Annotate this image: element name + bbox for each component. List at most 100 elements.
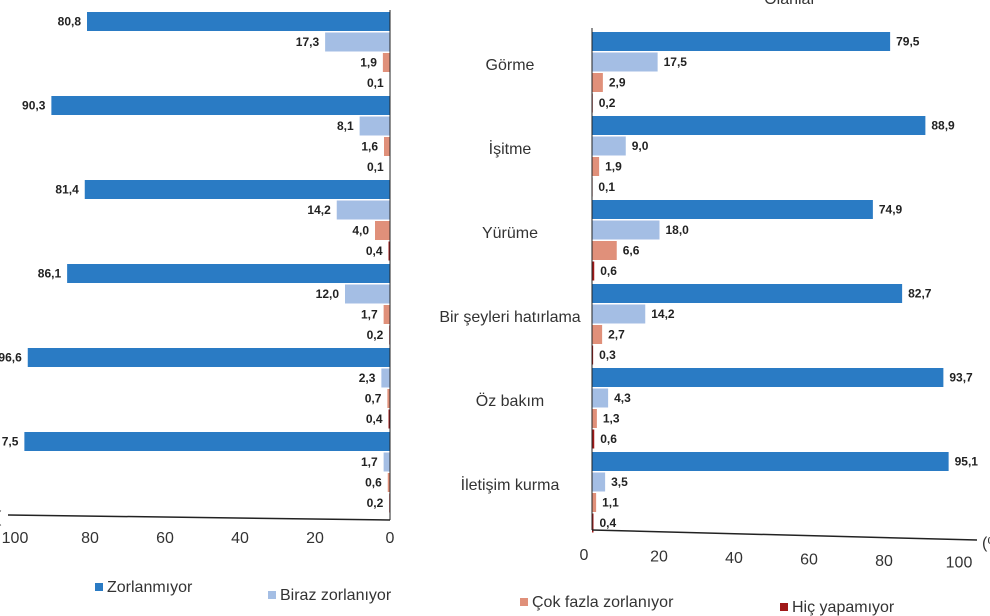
left-data-label: 0,4	[366, 412, 383, 426]
right-bar-2-5	[592, 493, 597, 512]
left-bar-0-4	[27, 348, 390, 367]
left-data-label: 0,4	[366, 244, 383, 258]
left-bar-0-2	[84, 180, 390, 199]
right-bar-2-4	[592, 409, 597, 428]
legend-swatch-icon	[780, 603, 788, 611]
left-x-tick: 20	[306, 530, 324, 547]
right-bar-0-5	[592, 452, 949, 471]
left-x-axis	[7, 514, 391, 521]
left-data-label: 81,4	[55, 183, 79, 197]
right-bar-0-3	[592, 284, 903, 303]
category-label: Görme	[486, 57, 535, 74]
right-data-label: 95,1	[955, 455, 979, 469]
right-data-label: 2,9	[609, 76, 626, 90]
right-data-label: 9,0	[632, 139, 649, 153]
left-data-label: 8,1	[337, 119, 354, 133]
left-bar-2-3	[383, 305, 390, 324]
right-x-tick: 20	[650, 549, 668, 566]
right-panel-title: Olanlar	[764, 0, 816, 8]
category-label: İşitme	[489, 139, 532, 158]
left-bar-0-3	[67, 264, 390, 283]
right-data-label: 3,5	[611, 475, 628, 489]
right-x-tick: 80	[875, 553, 893, 570]
left-data-label: 17,3	[296, 35, 320, 49]
left-x-tick: 40	[231, 530, 249, 547]
left-data-label: 4,0	[352, 224, 369, 238]
right-bar-3-4	[592, 429, 595, 449]
right-data-label: 74,9	[879, 203, 903, 217]
left-x-tick: 60	[156, 530, 174, 547]
right-data-label: 18,0	[666, 223, 690, 237]
right-bar-0-0	[592, 32, 891, 51]
right-bar-2-2	[592, 241, 617, 260]
right-data-label: 0,1	[598, 180, 615, 194]
legend-item: Çok fazla zorlanıyor	[532, 594, 674, 611]
right-bar-0-1	[592, 116, 926, 135]
left-bar-1-0	[325, 32, 390, 52]
left-data-label: 0,1	[367, 76, 384, 90]
right-data-label: 0,3	[599, 348, 616, 362]
left-bar-1-2	[336, 200, 390, 220]
right-bar-1-4	[592, 388, 609, 408]
left-data-label: 0,1	[367, 160, 384, 174]
right-bar-2-3	[592, 325, 603, 344]
left-bar-2-0	[382, 53, 390, 72]
left-data-label: 14,2	[307, 203, 331, 217]
left-data-label: 2,3	[359, 371, 376, 385]
right-x-axis	[591, 529, 978, 541]
right-x-tick: 40	[725, 550, 743, 567]
left-data-label: 90,3	[22, 99, 46, 113]
left-bar-1-4	[381, 368, 390, 388]
category-label: Bir şeyleri hatırlama	[439, 309, 580, 326]
legend-swatch-icon	[520, 598, 528, 606]
left-data-label: 0,2	[367, 496, 384, 510]
left-bar-2-5	[387, 473, 390, 492]
right-data-label: 82,7	[908, 287, 932, 301]
left-x-tick: 80	[81, 530, 99, 547]
left-data-label: 80,8	[58, 15, 82, 29]
right-bar-3-2	[592, 261, 595, 281]
right-bar-2-0	[592, 73, 603, 92]
right-data-label: 1,1	[602, 496, 619, 510]
left-bar-2-1	[384, 137, 390, 156]
right-x-tick: 0	[580, 547, 589, 564]
left-data-label: 1,9	[360, 56, 377, 70]
left-bar-1-3	[345, 284, 390, 304]
right-data-label: 79,5	[896, 35, 920, 49]
right-data-label: 0,6	[600, 264, 617, 278]
left-data-label: 7,5	[2, 435, 19, 449]
right-data-label: 17,5	[664, 55, 688, 69]
left-bar-1-5	[383, 452, 390, 472]
left-data-label: 1,7	[361, 455, 378, 469]
right-bar-2-1	[592, 157, 600, 176]
left-data-label: 0,7	[365, 392, 382, 406]
left-bar-1-1	[359, 116, 390, 136]
right-bar-3-3	[592, 345, 594, 365]
right-data-label: 4,3	[614, 391, 631, 405]
left-data-label: 12,0	[316, 287, 340, 301]
left-data-label: 1,6	[361, 140, 378, 154]
category-label: Öz bakım	[476, 392, 544, 410]
left-bar-3-2	[388, 241, 390, 261]
right-bar-0-4	[592, 368, 944, 387]
left-bar-2-2	[375, 221, 390, 240]
left-x-axis-label: (	[0, 509, 2, 526]
left-x-tick: 0	[386, 530, 395, 547]
legend-item: Biraz zorlanıyor	[280, 587, 392, 604]
right-bar-0-2	[592, 200, 873, 219]
right-bar-1-2	[592, 220, 660, 240]
category-label: İletişim kurma	[461, 475, 560, 494]
right-data-label: 1,9	[605, 160, 622, 174]
left-bar-2-4	[387, 389, 390, 408]
right-data-label: 0,4	[600, 516, 617, 530]
right-data-label: 14,2	[651, 307, 675, 321]
right-data-label: 93,7	[949, 371, 973, 385]
legend-item: Zorlanmıyor	[107, 579, 193, 596]
right-x-tick: 100	[946, 555, 973, 572]
category-label: Yürüme	[482, 225, 538, 242]
left-data-label: 0,6	[365, 476, 382, 490]
right-data-label: 88,9	[931, 119, 955, 133]
right-x-axis-label: (%	[982, 535, 990, 552]
right-data-label: 1,3	[603, 412, 620, 426]
